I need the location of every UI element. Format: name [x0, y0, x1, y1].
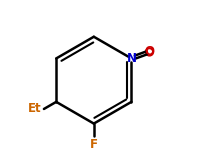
Text: O: O — [144, 45, 154, 58]
Text: Et: Et — [28, 103, 42, 115]
Text: N: N — [127, 52, 137, 65]
Text: F: F — [89, 138, 97, 151]
